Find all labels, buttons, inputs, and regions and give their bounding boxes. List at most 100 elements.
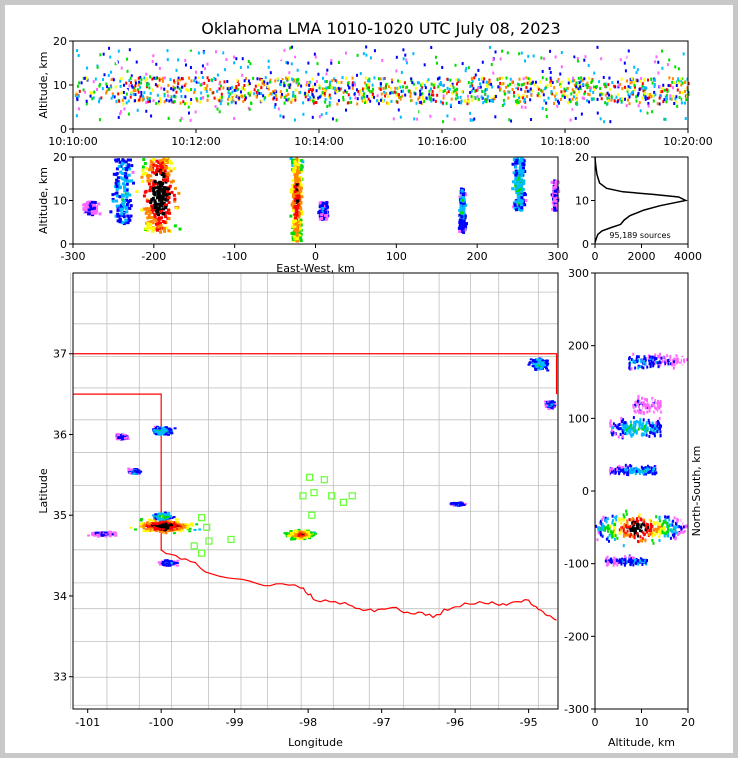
source-point (190, 87, 193, 91)
source-point (600, 92, 603, 96)
source-point (322, 92, 325, 96)
source-point (521, 162, 525, 166)
source-point (161, 194, 165, 198)
source-point (233, 61, 236, 65)
source-point (514, 176, 518, 180)
source-point (145, 109, 148, 113)
source-point (208, 57, 211, 61)
source-point (92, 206, 96, 210)
source-point (418, 110, 421, 114)
source-point (309, 96, 312, 100)
source-point (575, 100, 578, 104)
source-point (299, 91, 302, 95)
source-point (291, 183, 295, 187)
source-point (604, 82, 607, 86)
source-point (318, 86, 321, 90)
source-point (285, 532, 289, 535)
source-point (519, 171, 523, 175)
source-point (399, 96, 402, 100)
source-point (267, 59, 270, 63)
source-point (573, 95, 576, 99)
source-point (473, 117, 476, 121)
source-point (603, 120, 606, 124)
source-point (114, 192, 118, 196)
source-point (455, 93, 458, 97)
source-point (170, 95, 173, 99)
source-point (529, 82, 532, 86)
source-point (76, 98, 79, 102)
source-point (337, 86, 340, 90)
source-point (397, 108, 400, 112)
source-point (270, 92, 273, 96)
source-point (546, 83, 549, 87)
source-point (87, 534, 91, 537)
source-point (593, 71, 596, 75)
source-point (668, 76, 671, 80)
source-point (295, 80, 298, 84)
source-point (124, 172, 128, 176)
source-point (549, 76, 552, 80)
source-point (283, 95, 286, 99)
source-point (152, 163, 156, 167)
source-point (169, 428, 173, 431)
source-point (292, 535, 296, 538)
source-point (499, 57, 502, 61)
source-point (173, 86, 176, 90)
source-point (149, 226, 153, 230)
source-point (537, 87, 540, 91)
source-point (560, 51, 563, 55)
source-point (115, 188, 119, 192)
source-point (130, 90, 133, 94)
source-point (205, 86, 208, 90)
source-point (84, 204, 88, 208)
source-point (611, 81, 614, 85)
source-point (167, 116, 170, 120)
source-point (285, 88, 288, 92)
source-point (206, 84, 209, 88)
source-point (419, 89, 422, 93)
source-point (155, 76, 158, 80)
source-point (150, 204, 154, 208)
source-point (222, 86, 225, 90)
source-point (296, 203, 300, 207)
source-point (96, 534, 100, 537)
source-point (584, 55, 587, 59)
source-point (528, 361, 532, 364)
source-point (147, 100, 150, 104)
source-point (261, 81, 264, 85)
source-point (168, 529, 172, 532)
source-point (541, 360, 545, 363)
source-point (263, 80, 266, 84)
source-point (456, 82, 459, 86)
source-point (581, 96, 584, 100)
source-point (193, 528, 197, 531)
source-point (526, 81, 529, 85)
source-point (304, 91, 307, 95)
source-point (460, 215, 464, 219)
source-point (93, 205, 97, 209)
source-point (362, 95, 365, 99)
source-point (462, 192, 466, 196)
source-point (140, 93, 143, 97)
source-point (175, 561, 179, 564)
source-point (290, 100, 293, 104)
source-point (225, 58, 228, 62)
source-point (465, 222, 469, 226)
source-point (440, 83, 443, 87)
source-point (299, 210, 303, 214)
source-point (606, 102, 609, 106)
source-point (149, 160, 153, 164)
source-point (139, 519, 143, 522)
source-point (663, 88, 666, 92)
source-point (362, 92, 365, 96)
source-point (530, 93, 533, 97)
source-point (484, 92, 487, 96)
source-point (379, 77, 382, 81)
source-point (325, 72, 328, 76)
source-point (136, 470, 140, 473)
source-point (394, 86, 397, 90)
source-point (197, 76, 200, 80)
source-point (146, 97, 149, 101)
source-point (438, 88, 441, 92)
source-point (297, 82, 300, 86)
